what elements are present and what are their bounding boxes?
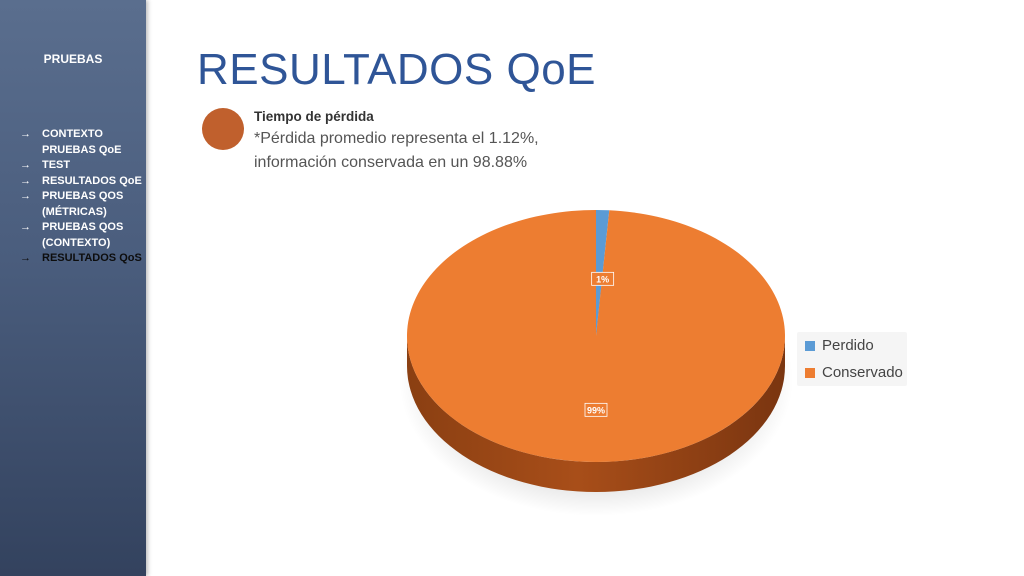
note-line-2: información conservada en un 98.88%: [254, 154, 528, 171]
legend-item-conservado: Conservado: [797, 359, 907, 386]
chart-legend: Perdido Conservado: [797, 332, 907, 386]
legend-item-perdido: Perdido: [797, 332, 907, 359]
data-label-box-conservado: [584, 402, 608, 417]
sidebar-item-resultados-qoe[interactable]: → RESULTADOS QoE: [20, 174, 142, 190]
sidebar-item-pruebas-qos-metricas[interactable]: → PRUEBAS QOS (MÉTRICAS): [20, 189, 142, 220]
sidebar-item-label: TEST: [42, 159, 71, 171]
sidebar-item-label: RESULTADOS QoE: [42, 174, 142, 187]
pie-slice-conservado: [406, 210, 785, 462]
sidebar-item-label: PRUEBAS QOS (MÉTRICAS): [42, 190, 124, 218]
arrow-right-icon: →: [20, 174, 31, 187]
arrow-right-icon: →: [20, 190, 31, 202]
sidebar-item-label: RESULTADOS QoS: [42, 252, 142, 264]
legend-label-conservado: Conservado: [822, 364, 903, 381]
sidebar-item-pruebas-qos-contexto[interactable]: → PRUEBAS QOS (CONTEXTO): [20, 220, 142, 251]
circle-bullet-icon: [202, 108, 244, 150]
sidebar: PRUEBAS → CONTEXTO PRUEBAS QoE → TEST → RES…: [0, 0, 146, 576]
slide-subtitle: Tiempo de pérdida: [254, 109, 374, 124]
data-label-perdido: 1%: [596, 274, 609, 284]
pie-chart: 1% 99%: [399, 210, 793, 516]
data-label-box-perdido: [591, 271, 615, 286]
sidebar-item-label: CONTEXTO PRUEBAS QoE: [42, 128, 122, 156]
sidebar-item-label: PRUEBAS QOS (CONTEXTO): [42, 221, 124, 249]
legend-swatch-perdido: [805, 340, 815, 351]
slide-note: *Pérdida promedio representa el 1.12%, i…: [254, 127, 539, 175]
sidebar-item-contexto-pruebas-qoe[interactable]: → CONTEXTO PRUEBAS QoE: [20, 127, 142, 158]
arrow-right-icon: →: [20, 221, 31, 233]
legend-swatch-conservado: [805, 367, 815, 378]
pie-side-conservado: [407, 336, 785, 492]
slide-title: RESULTADOS QoE: [197, 45, 597, 94]
sidebar-heading: PRUEBAS: [43, 52, 103, 66]
arrow-right-icon: →: [20, 159, 31, 171]
arrow-right-icon: →: [20, 128, 31, 140]
legend-label-perdido: Perdido: [822, 337, 874, 354]
note-line-1: *Pérdida promedio representa el 1.12%,: [254, 130, 539, 147]
arrow-right-icon: →: [20, 252, 31, 264]
sidebar-nav: → CONTEXTO PRUEBAS QoE → TEST → RESULTADOS …: [20, 127, 142, 267]
data-label-conservado: 99%: [587, 405, 605, 415]
sidebar-item-test[interactable]: → TEST: [20, 158, 142, 174]
sidebar-item-resultados-qos[interactable]: → RESULTADOS QoS: [20, 251, 142, 267]
